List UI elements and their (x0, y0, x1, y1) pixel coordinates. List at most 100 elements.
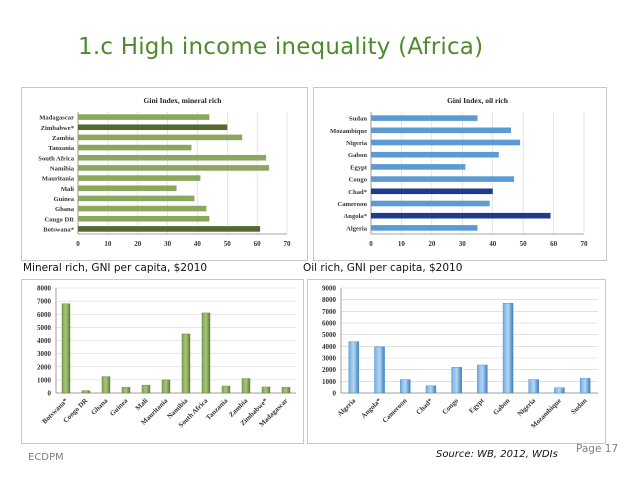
chart3-category-label: Mali (134, 397, 150, 413)
chart4-bar (477, 364, 488, 394)
chart3-ytick-label: 5000 (37, 324, 52, 332)
chart1-xtick-label: 20 (134, 240, 142, 248)
chart4-bar (502, 302, 514, 394)
chart3-ytick-label: 4000 (37, 337, 52, 345)
page-number: Page 17 (576, 443, 619, 455)
chart1-bar (78, 195, 195, 202)
chart1-xtick-label: 70 (284, 240, 292, 248)
chart3-bar (261, 386, 271, 394)
oil-gni-panel: 0 1000 2000 3000 4000 5000 6000 7000 8000 9000 Alg… (307, 279, 606, 444)
chart3-ytick-label: 0 (48, 390, 52, 398)
chart3-category-label: Guinea (108, 396, 129, 417)
chart3-ytick-label: 7000 (37, 298, 52, 306)
chart4-category-label: Cameroon (381, 397, 409, 425)
mineral-gini-chart: Gini Index, mineral rich 0 10 20 30 40 50 60 70 M… (38, 96, 292, 248)
chart3-ytick-label: 8000 (37, 285, 52, 293)
chart3-ytick-label: 2000 (37, 363, 52, 371)
chart2-title: Gini Index, oil rich (447, 96, 509, 105)
chart4-category-label: Egypt (467, 396, 486, 415)
chart4-ytick-label: 3000 (322, 355, 337, 363)
chart3-ytick-label: 3000 (37, 350, 52, 358)
footer-label: ECDPM (28, 452, 64, 463)
oil-gini-panel: Gini Index, oil rich 0 10 20 30 40 50 60 70 Sudan… (313, 87, 607, 261)
chart3-bar (81, 390, 91, 394)
oil-gni-caption: Oil rich, GNI per capita, $2010 (303, 262, 463, 274)
chart2-bar (371, 127, 511, 134)
chart3-bar (181, 333, 191, 394)
chart2-xtick-label: 0 (369, 240, 373, 248)
chart3-ytick-label: 1000 (37, 376, 52, 384)
chart1-bar (78, 215, 210, 222)
chart1-bar (78, 185, 177, 192)
chart2-category-label: Algeria (346, 225, 368, 232)
mineral-gni-panel: 0 1000 2000 3000 4000 5000 6000 7000 8000 Botswan… (21, 279, 304, 444)
chart2-bar (371, 188, 493, 195)
chart3-bar (121, 387, 131, 394)
chart4-ytick-label: 6000 (322, 320, 337, 328)
chart3-bar (141, 384, 151, 394)
chart1-category-label: Mali (61, 186, 74, 193)
chart1-bar (78, 175, 201, 181)
chart2-xtick-label: 10 (398, 240, 406, 248)
chart3-bar (61, 303, 71, 394)
chart3-bar (101, 376, 111, 394)
chart1-category-label: Zambia (52, 135, 75, 142)
chart4-ytick-label: 7000 (322, 308, 337, 316)
chart2-category-label: Nigeria (346, 140, 368, 147)
chart4-bar (451, 367, 462, 394)
chart3-ytick-label: 6000 (37, 311, 52, 319)
chart2-xtick-label: 50 (520, 240, 528, 248)
chart4-bar (425, 385, 437, 394)
chart1-bar (78, 205, 207, 212)
chart1-category-label: Botswana* (43, 226, 74, 233)
chart2-bar (371, 139, 521, 146)
chart3-category-label: Tanzania (204, 396, 229, 421)
chart4-ytick-label: 5000 (322, 331, 337, 339)
chart4-bar (528, 379, 539, 394)
chart3-bar (201, 312, 211, 394)
chart1-xtick-label: 50 (224, 240, 232, 248)
chart2-xtick-label: 20 (428, 240, 436, 248)
chart4-bar (579, 378, 591, 394)
chart2-category-label: Congo (349, 177, 368, 184)
chart1-bar (78, 114, 210, 120)
mineral-gni-chart: 010002000300040005000600070008000Botswan… (37, 285, 296, 429)
mineral-gni-caption: Mineral rich, GNI per capita, $2010 (23, 262, 208, 274)
chart2-xtick-label: 60 (550, 240, 558, 248)
chart2-category-label: Egypt (350, 164, 368, 171)
chart2-bar (371, 115, 478, 121)
chart3-bar (161, 379, 171, 394)
chart4-bar (348, 341, 360, 394)
oil-gini-chart: Gini Index, oil rich 0 10 20 30 40 50 60 70 Sudan… (330, 96, 589, 248)
chart1-category-label: Mauritania (42, 176, 75, 183)
chart1-title: Gini Index, mineral rich (144, 96, 223, 105)
chart3-bar (221, 385, 231, 394)
chart4-ytick-label: 8000 (322, 296, 337, 304)
chart2-xtick-label: 70 (581, 240, 589, 248)
chart2-category-label: Mozambique (330, 128, 367, 135)
chart1-bar (78, 226, 261, 232)
chart2-category-label: Angola* (344, 213, 368, 220)
chart1-bar (78, 165, 270, 171)
source-note: Source: WB, 2012, WDIs (436, 449, 558, 460)
chart1-category-label: Congo DR (45, 216, 75, 223)
chart3-bar (241, 378, 251, 394)
slide-title: 1.c High income inequality (Africa) (78, 34, 484, 60)
chart1-category-label: Ghana (55, 206, 75, 213)
chart2-bar (371, 200, 490, 207)
chart4-category-label: Congo (441, 396, 461, 416)
chart2-category-label: Chad* (348, 189, 367, 196)
chart1-category-label: Guinea (53, 196, 74, 203)
chart1-xtick-label: 40 (194, 240, 202, 248)
chart1-xtick-label: 30 (164, 240, 172, 248)
chart1-category-label: Tanzania (48, 145, 74, 152)
chart4-ytick-label: 2000 (322, 366, 337, 374)
chart4-category-label: Algeria (336, 396, 358, 418)
chart4-bar (400, 379, 411, 394)
chart1-bar (78, 144, 192, 151)
chart1-category-label: Madagascar (39, 115, 74, 122)
chart2-bar (371, 151, 499, 158)
oil-gni-chart: 0 1000 2000 3000 4000 5000 6000 7000 8000 9000 Alg… (322, 285, 598, 430)
mineral-gini-panel: Gini Index, mineral rich 0 10 20 30 40 50 60 70 M… (21, 87, 308, 261)
chart4-category-label: Angola* (360, 396, 384, 420)
